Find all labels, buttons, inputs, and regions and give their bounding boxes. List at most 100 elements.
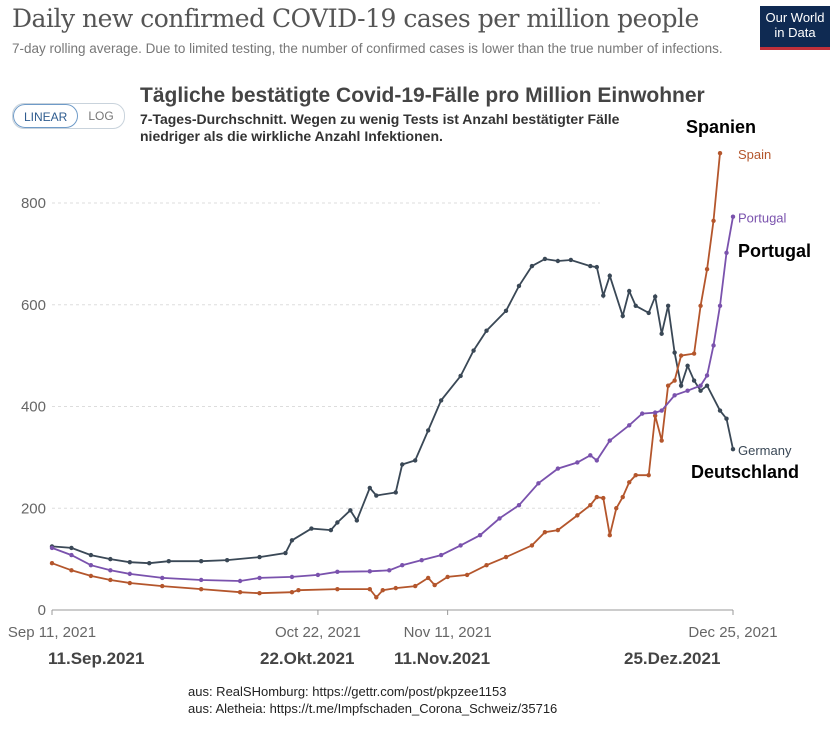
data-point-portugal: [458, 543, 463, 548]
data-point-germany: [413, 458, 418, 463]
data-point-germany: [717, 408, 723, 413]
data-point-spain: [542, 529, 548, 535]
data-point-germany: [652, 294, 658, 299]
date-label-de: 11.Sep.2021: [48, 649, 145, 668]
data-point-portugal: [160, 575, 165, 581]
data-point-portugal: [685, 388, 690, 393]
y-tick-label: 0: [38, 602, 46, 619]
data-point-germany: [503, 308, 509, 314]
series-label-spain: Spain: [738, 147, 771, 162]
data-point-germany: [108, 556, 113, 562]
data-point-germany: [665, 303, 671, 308]
data-point-spain: [672, 378, 677, 383]
data-point-germany: [685, 363, 690, 368]
data-point-germany: [568, 257, 574, 263]
x-tick-label: Nov 11, 2021: [404, 624, 492, 641]
data-point-portugal: [588, 453, 593, 458]
data-point-germany: [588, 263, 593, 269]
data-point-spain: [620, 494, 625, 500]
data-point-portugal: [607, 438, 612, 443]
annotation-germany: Deutschland: [691, 462, 800, 482]
x-tick-label: Oct 22, 2021: [275, 624, 361, 641]
data-point-germany: [529, 263, 535, 269]
data-point-germany: [724, 416, 729, 421]
chart-subtitle: 7-day rolling average. Due to limited te…: [12, 41, 723, 56]
linear-button[interactable]: LINEAR: [13, 104, 79, 128]
y-tick-label: 400: [21, 399, 46, 416]
data-point-portugal: [730, 214, 736, 219]
data-point-spain: [665, 383, 671, 388]
data-point-germany: [309, 526, 314, 531]
y-tick-label: 600: [21, 297, 46, 314]
data-point-spain: [127, 580, 133, 586]
y-tick-label: 800: [21, 195, 46, 212]
data-point-germany: [672, 350, 677, 355]
data-point-portugal: [438, 552, 444, 558]
data-point-germany: [594, 264, 599, 270]
data-point-germany: [458, 373, 463, 379]
data-point-portugal: [127, 571, 133, 577]
data-point-spain: [432, 582, 437, 588]
data-point-spain: [335, 586, 340, 592]
data-point-germany: [127, 559, 133, 565]
data-point-portugal: [257, 575, 262, 581]
data-point-spain: [88, 573, 94, 579]
data-point-portugal: [627, 423, 632, 428]
series-line-portugal: [51, 216, 734, 582]
data-point-portugal: [704, 373, 710, 378]
data-point-germany: [283, 550, 288, 556]
data-point-spain: [445, 574, 450, 580]
data-point-germany: [659, 331, 664, 336]
data-point-spain: [711, 218, 716, 224]
data-point-germany: [730, 447, 736, 452]
owid-logo: Our World in Data: [760, 6, 830, 50]
data-point-portugal: [477, 533, 483, 538]
data-point-spain: [678, 353, 684, 358]
data-point-spain: [646, 472, 651, 478]
data-point-portugal: [367, 569, 372, 574]
data-point-portugal: [335, 569, 340, 575]
data-point-germany: [147, 560, 152, 566]
data-point-portugal: [536, 481, 541, 486]
data-point-germany: [335, 520, 340, 525]
data-point-portugal: [555, 466, 561, 471]
data-point-spain: [691, 351, 697, 356]
data-point-portugal: [711, 343, 716, 348]
log-button[interactable]: LOG: [88, 109, 114, 123]
data-point-germany: [400, 462, 405, 467]
data-point-spain: [374, 595, 379, 600]
x-tick-label: Dec 25, 2021: [688, 624, 777, 641]
data-point-spain: [108, 577, 113, 583]
data-point-portugal: [672, 393, 677, 398]
data-point-spain: [484, 563, 489, 568]
data-point-portugal: [724, 250, 729, 256]
annotation-spain: Spanien: [686, 117, 757, 137]
data-point-spain: [601, 495, 606, 501]
data-point-spain: [464, 572, 470, 578]
data-point-spain: [425, 575, 431, 581]
data-point-germany: [166, 558, 171, 564]
data-point-portugal: [717, 303, 723, 308]
data-point-germany: [69, 545, 74, 551]
data-point-portugal: [49, 545, 55, 551]
data-point-portugal: [315, 572, 321, 578]
series-label-germany: Germany: [738, 443, 792, 458]
data-point-germany: [425, 428, 431, 433]
data-point-spain: [257, 591, 262, 596]
data-point-germany: [555, 258, 561, 264]
data-point-portugal: [659, 408, 664, 413]
date-label-de: 22.Okt.2021: [260, 649, 355, 668]
data-point-portugal: [698, 383, 703, 388]
data-point-spain: [555, 527, 561, 533]
data-point-germany: [627, 288, 632, 294]
data-point-portugal: [575, 460, 580, 465]
data-point-portugal: [198, 577, 204, 583]
data-point-portugal: [594, 458, 599, 463]
data-point-spain: [633, 472, 638, 478]
data-point-portugal: [289, 574, 295, 580]
data-point-spain: [503, 554, 509, 560]
data-point-portugal: [516, 502, 522, 508]
data-point-portugal: [108, 568, 113, 573]
data-point-germany: [88, 552, 94, 558]
data-point-spain: [529, 543, 535, 548]
